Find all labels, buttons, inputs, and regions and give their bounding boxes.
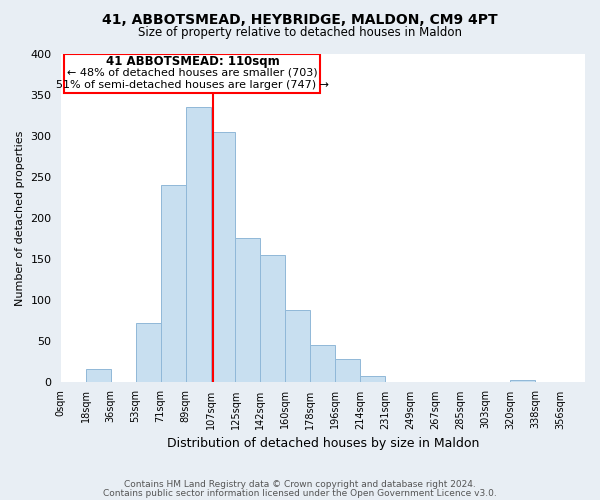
Text: ← 48% of detached houses are smaller (703): ← 48% of detached houses are smaller (70… [67,68,318,78]
Text: 41 ABBOTSMEAD: 110sqm: 41 ABBOTSMEAD: 110sqm [106,56,279,68]
Bar [335,358,361,382]
Text: Contains public sector information licensed under the Open Government Licence v3: Contains public sector information licen… [103,488,497,498]
Bar [310,345,335,382]
Text: Contains HM Land Registry data © Crown copyright and database right 2024.: Contains HM Land Registry data © Crown c… [124,480,476,489]
FancyBboxPatch shape [64,54,320,94]
Text: 41, ABBOTSMEAD, HEYBRIDGE, MALDON, CM9 4PT: 41, ABBOTSMEAD, HEYBRIDGE, MALDON, CM9 4… [102,12,498,26]
Bar [286,310,310,382]
Y-axis label: Number of detached properties: Number of detached properties [15,130,25,306]
X-axis label: Distribution of detached houses by size in Maldon: Distribution of detached houses by size … [167,437,479,450]
Text: Size of property relative to detached houses in Maldon: Size of property relative to detached ho… [138,26,462,39]
Bar [211,132,235,382]
Bar [86,370,110,382]
Bar [361,376,385,382]
Bar [161,185,185,382]
Bar [510,380,535,382]
Text: 51% of semi-detached houses are larger (747) →: 51% of semi-detached houses are larger (… [56,80,329,90]
Bar [260,254,286,382]
Bar [235,238,260,382]
Bar [136,322,161,382]
Bar [185,107,211,382]
